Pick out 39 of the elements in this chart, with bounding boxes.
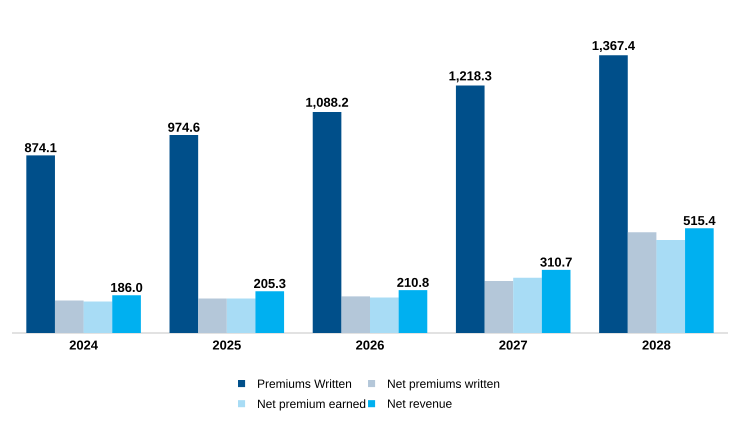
bar [112,295,141,333]
legend-label: Net revenue [388,400,452,408]
data-label: 1,218.3 [449,71,492,82]
bar [26,155,55,333]
bar [656,240,686,333]
data-label: 1,367.4 [592,40,635,52]
bar [198,298,227,333]
legend-label: Premiums Written [258,379,352,388]
bar [685,228,714,333]
x-tick-label: 2027 [499,340,528,350]
bar [398,290,428,333]
data-label: 874.1 [24,143,56,152]
data-label: 310.7 [540,258,572,267]
x-tick-label: 2024 [70,340,98,350]
data-label: 205.3 [254,278,286,288]
bar [255,291,284,333]
x-tick-label: 2025 [212,340,241,350]
legend-label: Net premium earned [258,399,366,410]
x-tick-label: 2026 [356,340,384,350]
bar [84,302,112,333]
bar [54,300,84,333]
bar [170,135,198,333]
bar [513,278,542,333]
legend-label: Net premiums written [388,379,500,390]
data-label: 210.8 [397,278,429,287]
bar [312,112,342,333]
bar [370,297,399,333]
bar [341,296,370,333]
data-label: 186.0 [111,282,142,292]
bar [484,280,514,333]
bar [456,86,485,333]
x-tick-label: 2028 [642,340,670,350]
bar [542,270,570,333]
data-label: 1,088.2 [306,98,348,109]
data-label: 515.4 [684,216,716,226]
bar [599,55,628,333]
bar [628,232,656,333]
bar [226,298,256,333]
data-label: 974.6 [168,122,200,132]
